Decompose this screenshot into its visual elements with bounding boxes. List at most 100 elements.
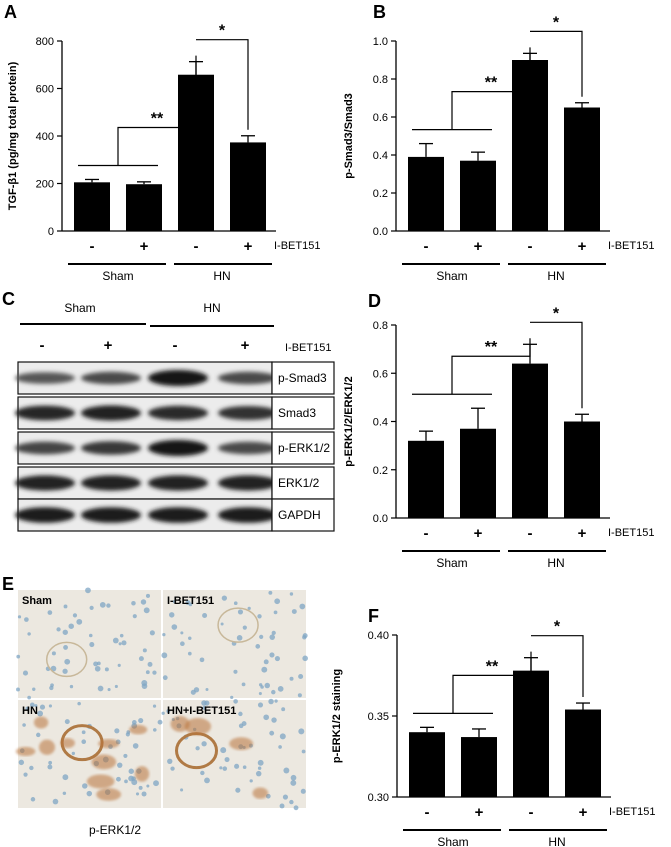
group-label-hn: HN bbox=[548, 835, 565, 847]
nucleus-dot bbox=[222, 766, 228, 771]
y-tick-label: 0.35 bbox=[368, 711, 389, 723]
nucleus-dot bbox=[71, 751, 76, 756]
brown-staining bbox=[129, 724, 148, 735]
nucleus-dot bbox=[180, 641, 185, 647]
blot-band bbox=[218, 475, 278, 491]
nucleus-dot bbox=[230, 695, 234, 699]
nucleus-dot bbox=[77, 701, 81, 706]
nucleus-dot bbox=[190, 689, 196, 695]
blot-treatment-sign: + bbox=[241, 337, 250, 354]
nucleus-dot bbox=[268, 698, 274, 705]
brown-staining bbox=[96, 788, 122, 801]
nucleus-dot bbox=[298, 728, 305, 735]
group-label-sham: Sham bbox=[436, 556, 467, 570]
y-tick-label: 0 bbox=[48, 226, 54, 238]
nucleus-dot bbox=[205, 687, 209, 691]
significance-label: ** bbox=[151, 110, 164, 127]
bar bbox=[230, 142, 266, 231]
treatment-sign: + bbox=[474, 238, 483, 255]
brown-staining bbox=[15, 746, 36, 756]
blot-band bbox=[81, 441, 141, 455]
nucleus-dot bbox=[162, 675, 168, 681]
blot-band bbox=[81, 371, 141, 385]
brown-staining bbox=[98, 738, 120, 749]
bar bbox=[564, 421, 600, 518]
nucleus-dot bbox=[132, 614, 137, 619]
nucleus-dot bbox=[131, 600, 136, 606]
nucleus-dot bbox=[185, 600, 191, 606]
nucleus-dot bbox=[269, 652, 275, 658]
nucleus-dot bbox=[85, 587, 91, 594]
nucleus-dot bbox=[201, 700, 207, 706]
nucleus-dot bbox=[143, 607, 150, 614]
ihc-image: I-BET151 bbox=[161, 590, 308, 699]
nucleus-dot bbox=[257, 766, 262, 770]
nucleus-dot bbox=[39, 704, 46, 710]
ihc-caption: p-ERK1/2 bbox=[89, 823, 141, 837]
panel-letter: B bbox=[373, 2, 386, 22]
blot-band bbox=[15, 507, 75, 523]
significance-label: * bbox=[553, 14, 560, 31]
blot-band bbox=[81, 405, 141, 421]
brown-staining bbox=[184, 718, 212, 736]
blot-band bbox=[15, 441, 75, 455]
treatment-sign: - bbox=[194, 238, 199, 255]
y-tick-label: 200 bbox=[36, 179, 54, 191]
panel-letter: A bbox=[4, 2, 17, 22]
nucleus-dot bbox=[16, 687, 20, 692]
nucleus-dot bbox=[146, 784, 150, 788]
nucleus-dot bbox=[121, 640, 127, 646]
nucleus-dot bbox=[297, 693, 302, 698]
y-tick-label: 0.40 bbox=[368, 630, 389, 642]
western-blot-panel: C Sham HN - + - + I-BET151 p-Smad3 Smad3 p-ERK1/2 E… bbox=[2, 289, 335, 532]
nucleus-dot bbox=[131, 779, 138, 786]
y-tick-label: 400 bbox=[36, 131, 54, 143]
group-label-hn: HN bbox=[547, 556, 564, 570]
nucleus-dot bbox=[200, 770, 205, 776]
nucleus-dot bbox=[22, 723, 26, 727]
treatment-sign: - bbox=[424, 525, 429, 542]
nucleus-dot bbox=[135, 792, 140, 796]
treatment-label: I-BET151 bbox=[608, 527, 654, 539]
bar-charts-layer: A 0 200 400 600 800 TGF-β1 (pg/mg total protei… bbox=[4, 2, 655, 847]
glomerulus bbox=[217, 607, 259, 643]
nucleus-dot bbox=[23, 772, 28, 777]
nucleus-dot bbox=[269, 730, 275, 736]
nucleus-dot bbox=[152, 670, 157, 675]
nucleus-dot bbox=[202, 612, 208, 618]
nucleus-dot bbox=[171, 624, 178, 630]
y-axis-label: p-ERK1/2 staining bbox=[331, 669, 343, 763]
group-label-sham: Sham bbox=[102, 269, 133, 283]
y-tick-label: 0.8 bbox=[373, 320, 388, 332]
chart-panel-f: F0.300.350.40p-ERK1/2 staining***- + - + I-B… bbox=[331, 606, 655, 847]
brown-staining bbox=[91, 754, 117, 770]
y-axis-label: TGF-β1 (pg/mg total protein) bbox=[7, 61, 19, 210]
nucleus-dot bbox=[29, 702, 35, 708]
blot-group-label-sham: Sham bbox=[64, 301, 95, 315]
y-tick-label: 1.0 bbox=[373, 36, 388, 48]
blot-band bbox=[15, 475, 75, 491]
nucleus-dot bbox=[142, 648, 147, 653]
y-tick-label: 0.6 bbox=[373, 112, 388, 124]
nucleus-dot bbox=[64, 658, 71, 665]
nucleus-dot bbox=[69, 684, 74, 689]
treatment-sign: - bbox=[424, 238, 429, 255]
nucleus-dot bbox=[62, 791, 67, 796]
nucleus-dot bbox=[180, 631, 184, 635]
nucleus-dot bbox=[99, 601, 106, 608]
blot-row-label: p-ERK1/2 bbox=[278, 441, 330, 455]
nucleus-dot bbox=[289, 676, 294, 681]
nucleus-dot bbox=[62, 774, 69, 781]
brown-staining bbox=[60, 738, 75, 748]
nucleus-dot bbox=[30, 797, 36, 802]
nucleus-dot bbox=[237, 609, 244, 615]
nucleus-dot bbox=[47, 610, 53, 615]
treatment-label: I-BET151 bbox=[274, 240, 320, 252]
nucleus-dot bbox=[138, 717, 144, 724]
nucleus-dot bbox=[264, 682, 271, 689]
y-tick-label: 0.2 bbox=[373, 188, 388, 200]
nucleus-dot bbox=[18, 759, 25, 766]
nucleus-dot bbox=[257, 759, 264, 766]
significance-label: ** bbox=[485, 75, 498, 92]
